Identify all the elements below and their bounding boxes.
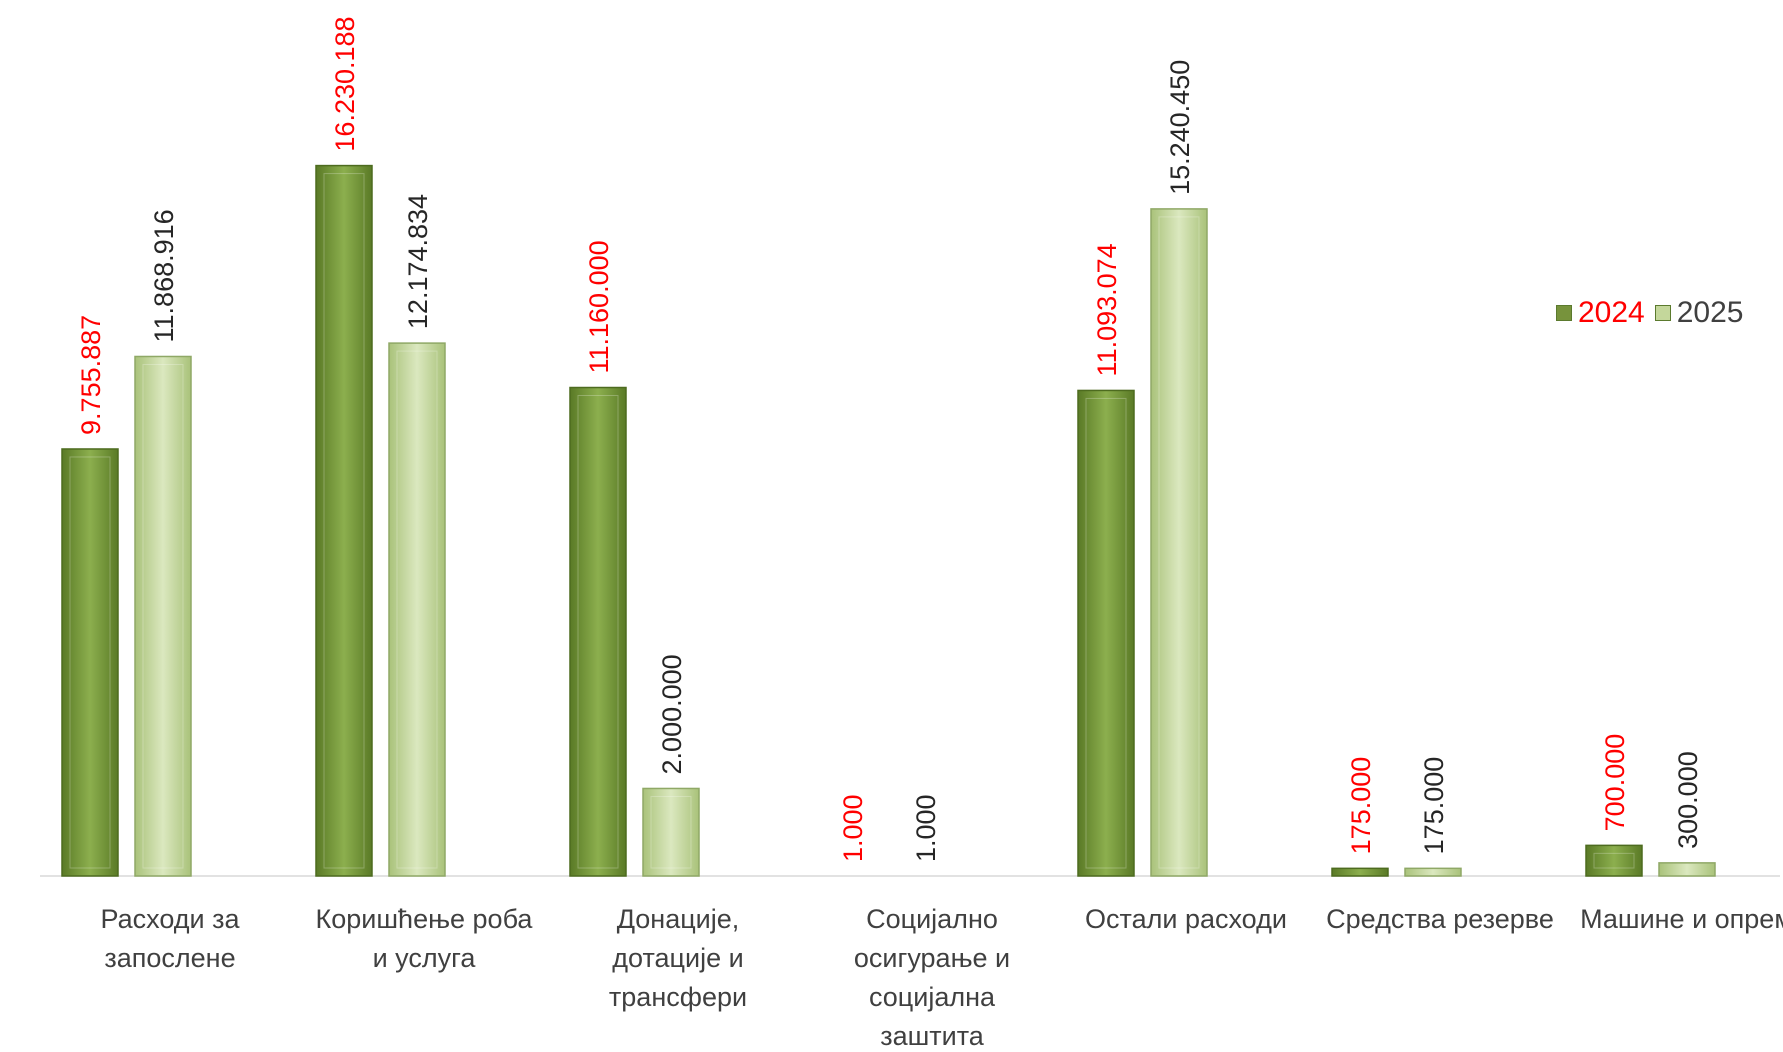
- bar-2024-0: [61, 448, 119, 877]
- bar-2025-4: [1150, 208, 1208, 877]
- data-label-2025-5: 175.000: [1419, 757, 1449, 855]
- bar-2024-4: [1077, 389, 1135, 877]
- bar-bevel-2025-4: [1158, 216, 1200, 869]
- legend: 2024 2025: [1556, 296, 1744, 330]
- legend-swatch-2025: [1654, 305, 1671, 321]
- data-label-2024-6: 700.000: [1600, 734, 1630, 832]
- data-label-2025-0: 11.868.916: [149, 209, 179, 342]
- bar-2025-2: [642, 787, 700, 877]
- bar-bevel-2025-2: [650, 795, 692, 869]
- data-label-2025-3: 1.000: [911, 794, 941, 862]
- bar-2024-5: [1331, 867, 1389, 877]
- data-label-2025-1: 12.174.834: [403, 194, 433, 329]
- bar-bevel-2024-1: [323, 173, 365, 869]
- data-label-2025-2: 2.000.000: [657, 654, 687, 774]
- legend-label-2025: 2025: [1676, 296, 1744, 329]
- category-label-0: Расходи за запослене: [101, 904, 241, 973]
- data-label-2024-5: 175.000: [1346, 757, 1376, 855]
- data-label-2024-0: 9.755.887: [76, 315, 106, 435]
- bar-2024-1: [315, 164, 373, 877]
- category-label-2: Донације, дотације и трансфери: [609, 904, 747, 1012]
- bar-2025-1: [388, 342, 446, 877]
- category-label-1: Коришћење роба и услуга: [316, 904, 534, 973]
- bar-2025-0: [134, 355, 192, 877]
- data-label-2025-6: 300.000: [1673, 751, 1703, 849]
- data-label-2025-4: 15.240.450: [1165, 60, 1195, 195]
- bar-2025-6: [1658, 862, 1716, 877]
- bar-bevel-2024-0: [69, 456, 111, 869]
- data-label-2024-1: 16.230.188: [330, 16, 360, 151]
- bar-bevel-2024-6: [1593, 852, 1635, 869]
- bar-bevel-2024-4: [1085, 397, 1127, 869]
- legend-swatch-2024: [1556, 305, 1572, 321]
- data-label-2024-4: 11.093.074: [1092, 243, 1122, 376]
- category-label-3: Социјално осигурање и социјална заштита: [854, 904, 1010, 1047]
- data-label-2024-2: 11.160.000: [584, 240, 614, 373]
- category-label-4: Остали расходи: [1085, 904, 1287, 934]
- category-label-6: Машине и опрема: [1580, 904, 1783, 934]
- bar-bevel-2024-2: [577, 395, 619, 869]
- data-label-2024-3: 1.000: [838, 794, 868, 862]
- bar-2024-2: [569, 386, 627, 877]
- legend-item-2024: 2024: [1556, 296, 1645, 330]
- bar-2025-5: [1404, 867, 1462, 877]
- legend-label-2024: 2024: [1578, 296, 1645, 329]
- bar-2024-6: [1585, 844, 1643, 877]
- bar-bevel-2025-1: [396, 350, 438, 869]
- legend-item-2025: 2025: [1654, 296, 1744, 330]
- category-label-5: Средства резерве: [1326, 904, 1554, 934]
- bar-bevel-2025-0: [142, 363, 184, 869]
